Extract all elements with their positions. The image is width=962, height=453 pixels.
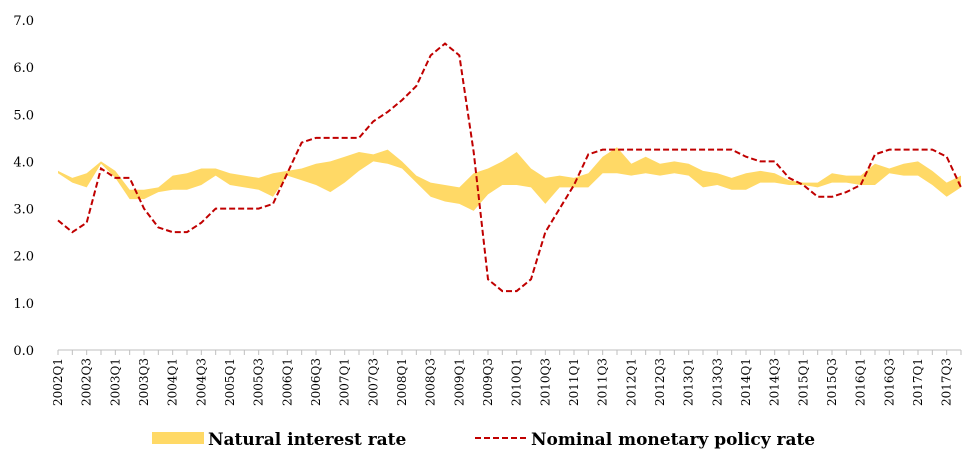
x-tick-label: 2007Q1 <box>338 358 352 406</box>
x-tick-label: 2002Q1 <box>51 358 65 406</box>
x-tick-label: 2015Q1 <box>796 358 810 406</box>
x-tick-label: 2004Q1 <box>166 358 180 406</box>
policy-line <box>57 42 962 293</box>
x-tick-label: 2012Q1 <box>624 358 638 406</box>
x-tick-label: 2014Q1 <box>739 358 753 406</box>
y-tick-label: 4.0 <box>13 155 34 170</box>
y-tick-label: 7.0 <box>13 14 34 29</box>
x-tick-label: 2008Q3 <box>424 358 438 406</box>
x-tick-label: 2007Q3 <box>366 358 380 406</box>
x-tick-label: 2011Q1 <box>567 358 581 406</box>
x-tick-label: 2008Q1 <box>395 358 409 406</box>
x-tick-label: 2002Q3 <box>80 358 94 406</box>
y-tick-label: 6.0 <box>13 61 34 76</box>
x-tick-label: 2009Q3 <box>481 358 495 406</box>
y-tick-label: 3.0 <box>13 203 34 218</box>
x-tick-label: 2003Q1 <box>108 358 122 406</box>
x-tick-label: 2015Q3 <box>825 358 839 406</box>
x-tick-label: 2011Q3 <box>596 358 610 406</box>
x-tick-label: 2014Q3 <box>768 358 782 406</box>
x-tick-label: 2013Q3 <box>710 358 724 406</box>
x-tick-label: 2017Q1 <box>911 358 925 406</box>
x-tick-label: 2003Q3 <box>137 358 151 406</box>
y-tick-label: 5.0 <box>13 108 34 123</box>
x-tick-label: 2013Q1 <box>682 358 696 406</box>
x-tick-label: 2016Q1 <box>854 358 868 406</box>
x-tick-label: 2016Q3 <box>882 358 896 406</box>
x-tick-label: 2004Q3 <box>194 358 208 406</box>
legend-label: Natural interest rate <box>208 430 407 450</box>
x-tick-label: 2012Q3 <box>653 358 667 406</box>
y-tick-label: 1.0 <box>13 297 34 312</box>
legend-swatch <box>152 432 204 444</box>
band-area <box>58 147 961 211</box>
x-tick-label: 2009Q1 <box>452 358 466 406</box>
x-tick-label: 2006Q3 <box>309 358 323 406</box>
y-tick-label: 2.0 <box>13 250 34 265</box>
x-tick-label: 2005Q1 <box>223 358 237 406</box>
x-tick-label: 2010Q3 <box>538 358 552 406</box>
legend-label: Nominal monetary policy rate <box>531 430 815 450</box>
y-tick-label: 0.0 <box>13 344 34 359</box>
x-tick-label: 2006Q1 <box>280 358 294 406</box>
x-tick-label: 2005Q3 <box>252 358 266 406</box>
x-tick-label: 2010Q1 <box>510 358 524 406</box>
x-tick-label: 2017Q3 <box>940 358 954 406</box>
